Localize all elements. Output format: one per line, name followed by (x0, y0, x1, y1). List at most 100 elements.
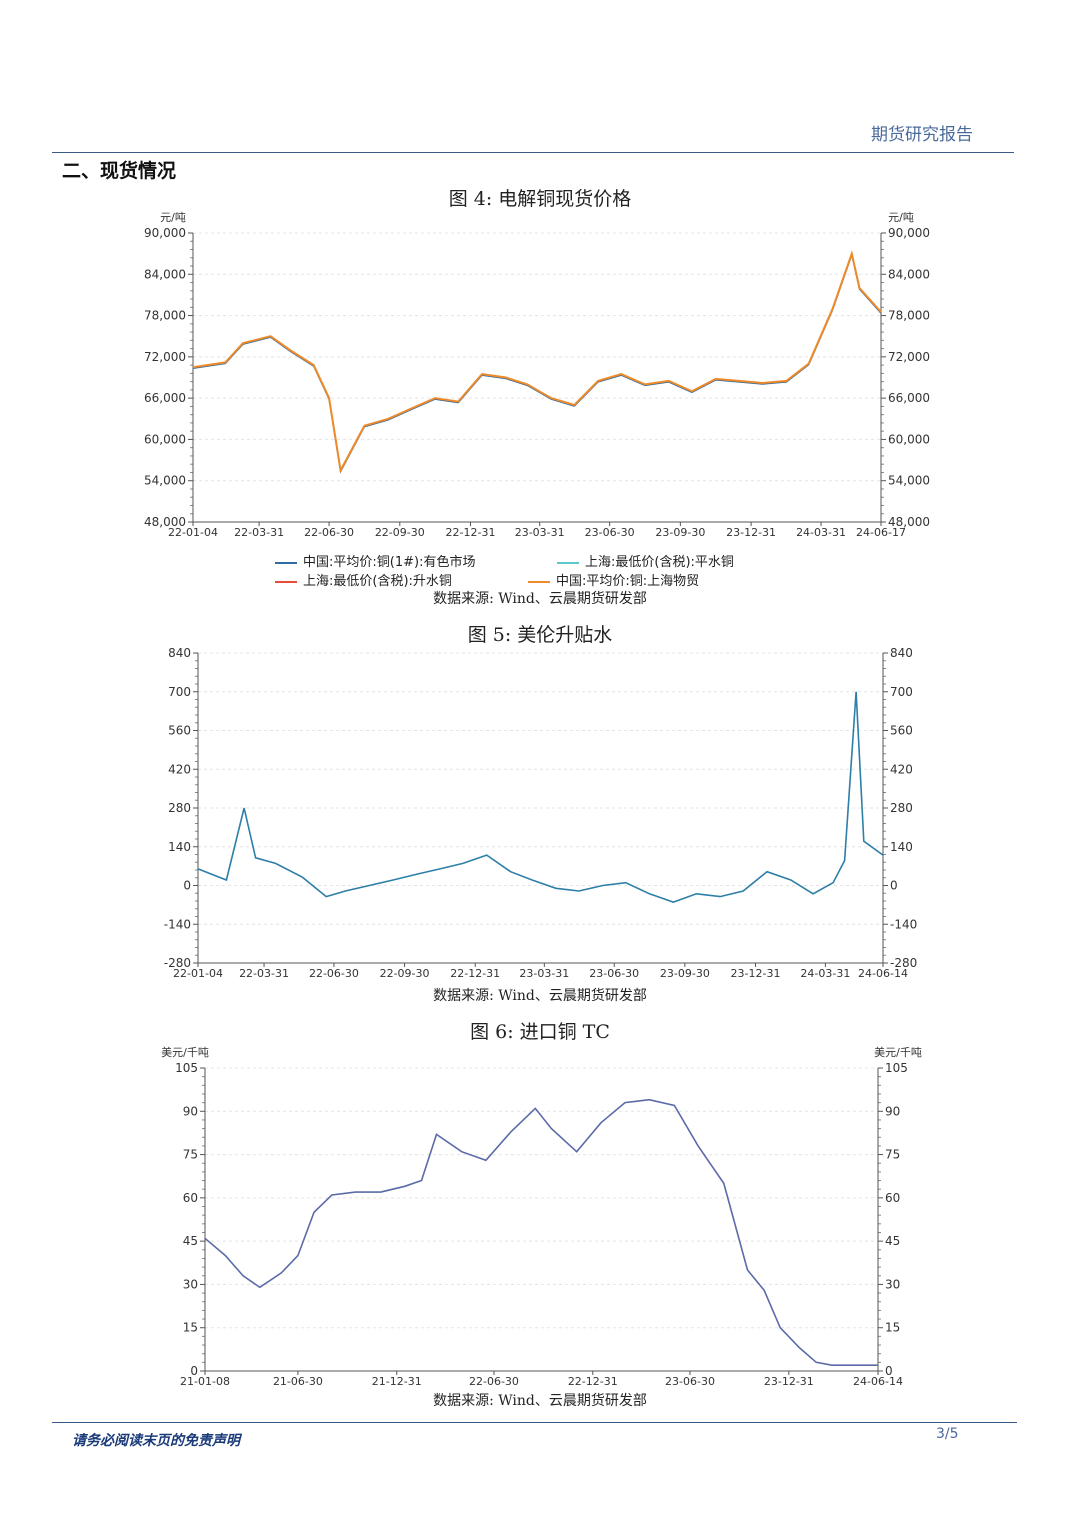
footer-disclaimer: 请务必阅读末页的免责声明 (72, 1433, 240, 1449)
y-tick-label-right: -280 (890, 956, 917, 970)
y-tick-label-left: 75 (183, 1148, 198, 1162)
y-tick-label-right: 78,000 (888, 309, 930, 323)
y-tick-label-left: -280 (164, 956, 191, 970)
x-tick-label: 23-03-31 (515, 526, 565, 539)
y-tick-label-right: 560 (890, 724, 913, 738)
y-tick-label-right: 140 (890, 840, 913, 854)
fig5-svg: -280 -280 -140 -140 0 0 140 140 280 280 420 420 560 5… (164, 646, 917, 980)
y-tick-label-left: 72,000 (144, 350, 186, 364)
fig6-svg: 0 0 15 15 30 30 45 45 60 60 75 75 90 90 105 105 21-01-08… (161, 1046, 922, 1388)
fig4-legend: 中国:平均价:铜(1#):有色市场 上海:最低价(含税):平水铜 上海:最低价(… (0, 551, 1080, 591)
legend-label-4: 中国:平均价:铜:上海物贸 (556, 574, 700, 589)
x-tick-label: 22-03-31 (239, 967, 289, 980)
x-tick-label: 23-06-30 (585, 526, 635, 539)
series-line (197, 691, 884, 903)
y-tick-label-left: 90,000 (144, 226, 186, 240)
series-line (204, 1098, 878, 1367)
legend-swatch-3 (275, 580, 297, 583)
y-tick-label-left: 105 (175, 1061, 198, 1075)
x-tick-label: 22-06-30 (309, 967, 359, 980)
y-tick-label-left: 54,000 (144, 474, 186, 488)
y-tick-label-right: 280 (890, 801, 913, 815)
y-tick-label-left: 700 (168, 685, 191, 699)
x-tick-label: 24-06-14 (858, 967, 908, 980)
legend-label-1: 中国:平均价:铜(1#):有色市场 (303, 555, 476, 570)
y-tick-label-right: 840 (890, 646, 913, 660)
x-tick-label: 22-03-31 (234, 526, 284, 539)
y-tick-label-left: 840 (168, 646, 191, 660)
y-tick-label-left: 66,000 (144, 391, 186, 405)
y-tick-label-right: 84,000 (888, 267, 930, 281)
x-tick-label: 21-06-30 (273, 1375, 323, 1388)
y-tick-label-left: 0 (183, 879, 191, 893)
footer-divider (52, 1422, 1017, 1423)
x-tick-label: 22-01-04 (168, 526, 218, 539)
y-tick-label-left: 84,000 (144, 267, 186, 281)
y-tick-label-right: 700 (890, 685, 913, 699)
fig5-chart: -280 -280 -140 -140 0 0 140 140 280 280 420 420 560 5… (0, 640, 1080, 985)
x-tick-label: 23-03-31 (519, 967, 569, 980)
y-tick-label-right: 66,000 (888, 391, 930, 405)
report-type-label: 期货研究报告 (871, 125, 973, 145)
y-tick-label-left: 78,000 (144, 309, 186, 323)
x-tick-label: 23-06-30 (665, 1375, 715, 1388)
y-tick-label-right: 45 (885, 1234, 900, 1248)
y-tick-label-right: 72,000 (888, 350, 930, 364)
fig6-title: 图 6: 进口铜 TC (470, 1021, 610, 1043)
y-tick-label-left: 60 (183, 1191, 198, 1205)
right-unit-label: 元/吨 (888, 211, 914, 224)
x-tick-label: 22-09-30 (380, 967, 430, 980)
y-tick-label-right: 0 (885, 1364, 893, 1378)
x-tick-label: 22-09-30 (375, 526, 425, 539)
y-tick-label-left: 15 (183, 1321, 198, 1335)
left-unit-label: 美元/千吨 (161, 1046, 209, 1059)
left-unit-label: 元/吨 (160, 211, 186, 224)
y-tick-label-right: 75 (885, 1148, 900, 1162)
y-tick-label-right: 90,000 (888, 226, 930, 240)
y-tick-label-right: 90 (885, 1104, 900, 1118)
fig4-svg: 48,000 48,000 54,000 54,000 60,000 60,000 66,0… (144, 211, 930, 539)
y-tick-label-left: 90 (183, 1104, 198, 1118)
x-tick-label: 23-12-31 (726, 526, 776, 539)
legend-swatch-1 (275, 561, 297, 564)
y-tick-label-right: 15 (885, 1321, 900, 1335)
fig5-source: 数据来源: Wind、云晨期货研发部 (433, 988, 647, 1004)
x-tick-label: 24-06-17 (856, 526, 906, 539)
section-title: 二、现货情况 (62, 160, 177, 182)
legend-label-2: 上海:最低价(含税):平水铜 (585, 555, 734, 570)
fig4-title: 图 4: 电解铜现货价格 (448, 188, 632, 210)
y-tick-label-right: 60,000 (888, 432, 930, 446)
y-tick-label-left: 140 (168, 840, 191, 854)
y-tick-label-right: 60 (885, 1191, 900, 1205)
header-divider (52, 152, 1014, 153)
x-tick-label: 22-06-30 (304, 526, 354, 539)
y-tick-label-left: 45 (183, 1234, 198, 1248)
x-tick-label: 23-06-30 (589, 967, 639, 980)
x-tick-label: 22-12-31 (450, 967, 500, 980)
legend-item-1: 中国:平均价:铜(1#):有色市场 (275, 551, 475, 570)
x-tick-label: 24-03-31 (796, 526, 846, 539)
legend-item-4: 中国:平均价:铜:上海物贸 (528, 570, 699, 589)
y-tick-label-left: 60,000 (144, 432, 186, 446)
y-tick-label-left: 560 (168, 724, 191, 738)
x-tick-label: 21-01-08 (180, 1375, 230, 1388)
series-line-blue (192, 251, 882, 474)
legend-swatch-2 (557, 561, 579, 564)
fig4-source: 数据来源: Wind、云晨期货研发部 (433, 591, 647, 607)
x-tick-label: 22-12-31 (446, 526, 496, 539)
series-line (192, 249, 882, 474)
x-tick-label: 23-09-30 (655, 526, 705, 539)
x-tick-label: 22-01-04 (173, 967, 223, 980)
fig5-title: 图 5: 美伦升贴水 (467, 624, 613, 646)
page-number: 3/5 (936, 1426, 959, 1442)
fig6-source: 数据来源: Wind、云晨期货研发部 (433, 1393, 647, 1409)
y-tick-label-right: 420 (890, 762, 913, 776)
y-tick-label-left: 0 (190, 1364, 198, 1378)
x-tick-label: 23-12-31 (764, 1375, 814, 1388)
y-tick-label-right: -140 (890, 917, 917, 931)
y-tick-label-right: 0 (890, 879, 898, 893)
y-tick-label-left: 280 (168, 801, 191, 815)
y-tick-label-left: 48,000 (144, 515, 186, 529)
legend-item-2: 上海:最低价(含税):平水铜 (557, 551, 734, 570)
right-unit-label: 美元/千吨 (874, 1046, 922, 1059)
